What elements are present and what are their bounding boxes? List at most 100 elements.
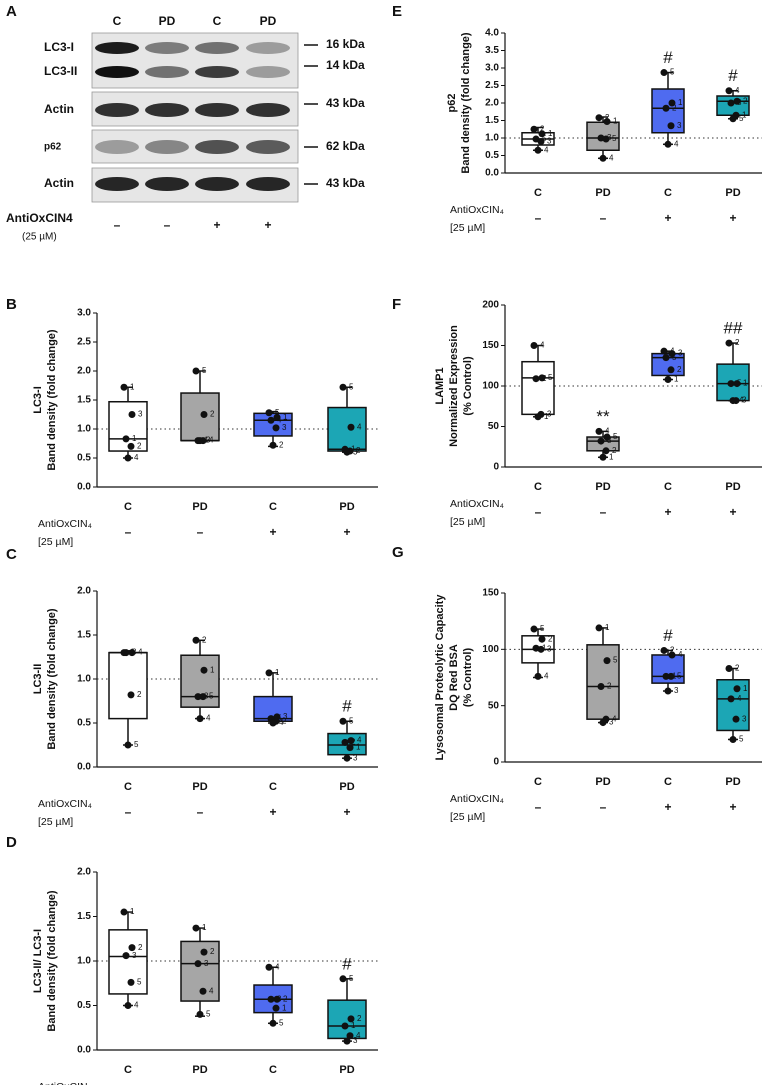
data-point <box>725 339 733 347</box>
significance-annotation: # <box>663 48 673 67</box>
point-label: 2 <box>283 994 288 1003</box>
significance-annotation: # <box>342 954 352 973</box>
size-label: 43 kDa <box>326 176 365 190</box>
x-tick-label: C <box>664 481 672 493</box>
point-label: 1 <box>204 436 209 445</box>
box <box>108 400 148 452</box>
y-tick-label: 2.0 <box>77 586 91 597</box>
point-label: 4 <box>138 648 143 657</box>
data-point <box>120 908 128 916</box>
point-label: 3 <box>607 133 612 142</box>
blot-row-label: LC3-I <box>44 40 74 54</box>
point-label: 5 <box>672 353 677 362</box>
data-point <box>265 669 273 677</box>
point-label: 2 <box>612 446 617 455</box>
point-label: 2 <box>279 440 284 449</box>
data-point <box>192 924 200 932</box>
data-point <box>122 649 130 657</box>
treatment-sign: + <box>343 525 350 539</box>
y-tick-label: 200 <box>482 300 499 311</box>
blot-band <box>95 42 139 54</box>
blot-band <box>145 140 189 154</box>
x-tick-label: C <box>534 776 542 788</box>
y-tick-label: 2.5 <box>485 80 499 91</box>
point-label: 4 <box>275 962 280 971</box>
data-point <box>668 99 676 107</box>
data-point <box>733 380 741 388</box>
data-point <box>267 995 275 1003</box>
box <box>108 929 148 995</box>
blot-row-label: Actin <box>44 102 74 116</box>
point-label: 3 <box>742 714 747 723</box>
data-point <box>343 448 351 456</box>
point-label: 1 <box>351 444 356 453</box>
data-point <box>668 350 676 358</box>
point-label: 4 <box>605 426 610 435</box>
data-point <box>194 960 202 968</box>
x-tick-label: PD <box>725 776 740 788</box>
treatment-sign: – <box>114 218 121 232</box>
y-tick-label: 1.0 <box>485 133 499 144</box>
data-point <box>603 433 611 441</box>
y-tick-label: 3.5 <box>485 45 499 56</box>
data-point <box>269 441 277 449</box>
point-label: 1 <box>672 671 677 680</box>
blot-row-label: LC3-II <box>44 64 77 78</box>
y-tick-label: 100 <box>482 644 499 655</box>
box <box>521 360 555 416</box>
point-label: 3 <box>282 423 287 432</box>
data-point <box>732 715 740 723</box>
y-axis-label: LAMP1 <box>434 367 446 404</box>
data-point <box>269 719 277 727</box>
panel-letter: A <box>6 3 17 20</box>
y-tick-label: 50 <box>488 700 500 711</box>
box <box>108 651 148 720</box>
point-label: 4 <box>356 1031 361 1040</box>
data-point <box>127 691 135 699</box>
y-tick-label: 0.5 <box>77 453 91 464</box>
blot-band <box>145 42 189 54</box>
data-point <box>127 978 135 986</box>
point-label: 1 <box>678 98 683 107</box>
treatment-sign: – <box>600 211 607 225</box>
lane-label: PD <box>260 14 277 28</box>
y-tick-label: 0.5 <box>485 150 499 161</box>
point-label: 2 <box>540 124 545 133</box>
data-point <box>122 435 130 443</box>
blot-band <box>195 140 239 154</box>
panel-letter: E <box>392 3 402 20</box>
point-label: 1 <box>542 643 547 652</box>
point-label: 2 <box>137 690 142 699</box>
point-label: 3 <box>204 959 209 968</box>
x-tick-label: PD <box>595 776 610 788</box>
y-tick-label: 1.5 <box>485 115 499 126</box>
treatment-sign: + <box>729 800 736 814</box>
point-label: 5 <box>349 974 354 983</box>
blot-band <box>246 140 290 154</box>
treatment-label: AntiOxCIN4 <box>6 211 73 225</box>
data-point <box>603 118 611 126</box>
data-point <box>534 413 542 421</box>
data-point <box>660 69 668 77</box>
data-point <box>347 1015 355 1023</box>
point-label: 3 <box>206 436 211 445</box>
x-tick-label: PD <box>192 501 207 513</box>
point-label: 5 <box>279 1018 284 1027</box>
treatment-sign: – <box>600 800 607 814</box>
point-label: 5 <box>349 716 354 725</box>
point-label: 5 <box>737 379 742 388</box>
point-label: 4 <box>357 736 362 745</box>
y-tick-label: 2.5 <box>77 337 91 348</box>
lane-label: C <box>213 14 222 28</box>
data-point <box>196 715 204 723</box>
treatment-dose: [25 µM] <box>38 536 73 548</box>
point-label: 1 <box>130 382 135 391</box>
y-tick-label: 0 <box>493 462 499 473</box>
point-label: 3 <box>132 648 137 657</box>
blot-band <box>145 66 189 78</box>
x-tick-label: PD <box>339 501 354 513</box>
data-point <box>124 1002 132 1009</box>
data-point <box>729 115 737 123</box>
x-tick-label: C <box>269 501 277 513</box>
